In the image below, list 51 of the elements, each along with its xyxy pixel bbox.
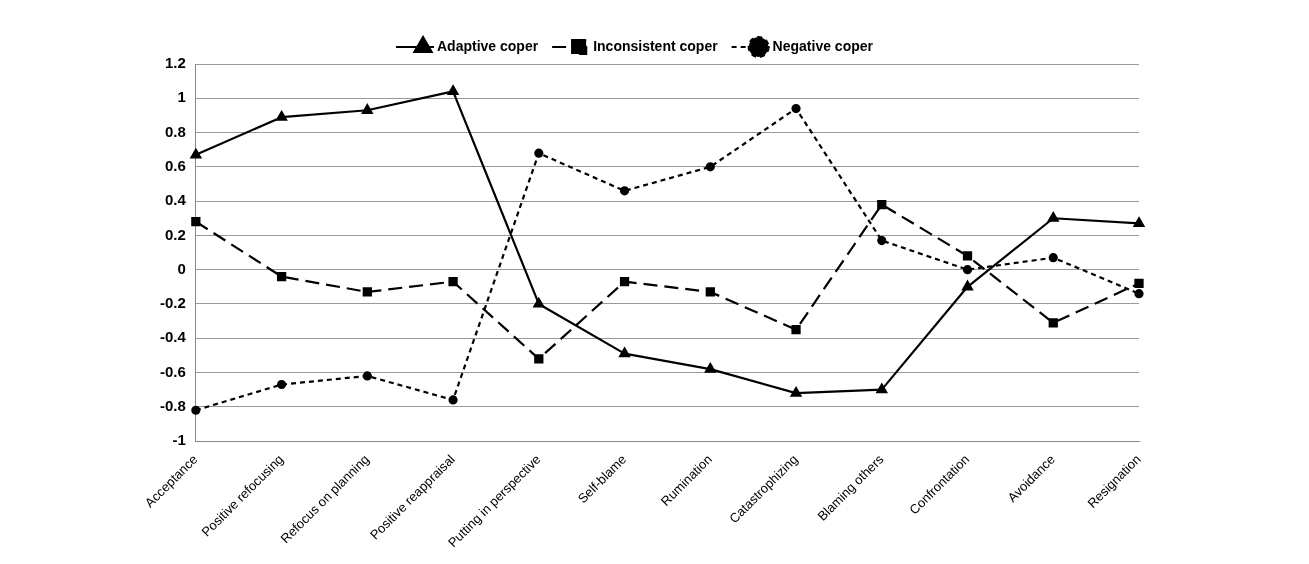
y-tick-label: 0.2 [164, 225, 186, 243]
y-tick-label: 0.6 [164, 156, 186, 174]
point [276, 271, 287, 282]
y-tick-label: -0.4 [159, 328, 187, 346]
y-tick-label: 1 [177, 88, 186, 106]
legend-label: Inconsistent coper [593, 37, 719, 54]
y-tick-label: -0.6 [159, 362, 186, 380]
point [876, 383, 888, 394]
point [619, 186, 630, 196]
point [1133, 217, 1145, 227]
legend-label: Adaptive coper [437, 37, 539, 54]
point [877, 235, 887, 246]
point [791, 325, 801, 335]
point [448, 395, 458, 405]
point [877, 199, 887, 210]
point [362, 371, 372, 381]
point [362, 287, 372, 297]
y-tick-label: -0.8 [159, 396, 186, 414]
point [1134, 289, 1144, 299]
point [276, 379, 287, 390]
y-tick-label: -0.2 [159, 294, 186, 312]
point [790, 386, 802, 397]
point [1048, 318, 1058, 328]
point [1134, 278, 1144, 289]
point [190, 148, 202, 159]
point [619, 347, 630, 358]
point [962, 251, 973, 261]
point [447, 85, 459, 96]
point [705, 162, 715, 172]
point [619, 277, 630, 287]
point [962, 280, 973, 291]
point [704, 362, 716, 373]
point [276, 111, 288, 121]
point [533, 297, 545, 308]
point [191, 217, 201, 227]
legend-label: Negative coper [772, 37, 874, 54]
point [705, 287, 715, 297]
point [361, 104, 373, 114]
y-tick-label: 0.8 [164, 122, 186, 140]
point [1048, 253, 1058, 263]
point [448, 277, 458, 287]
point [791, 103, 801, 114]
y-tick-label: 0.4 [164, 191, 187, 209]
y-tick-label: 0 [177, 259, 186, 277]
point [191, 405, 201, 415]
y-tick-label: 1.2 [164, 54, 186, 72]
point [1047, 212, 1059, 222]
point [534, 148, 544, 158]
point [962, 265, 973, 275]
y-tick-label: -1 [172, 431, 186, 449]
point [534, 354, 544, 364]
